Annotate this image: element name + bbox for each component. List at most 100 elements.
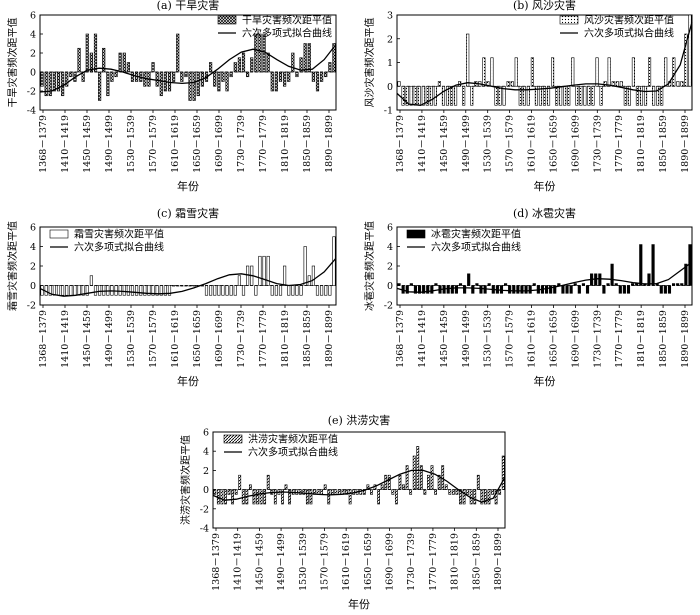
bar	[93, 285, 98, 296]
bar	[266, 255, 270, 286]
bar	[139, 285, 143, 296]
chart-title: (a) 干旱灾害	[157, 0, 220, 12]
legend-label: 六次多项式拟合曲线	[431, 241, 521, 254]
bar	[510, 81, 514, 87]
bar	[254, 285, 258, 296]
bar	[330, 489, 334, 495]
x-tick-label: 1570－1579	[319, 533, 330, 591]
x-tick-label: 1890－1899	[324, 115, 335, 173]
x-tick-label: 1850－1859	[302, 115, 313, 173]
y-tick-label: 4	[30, 30, 36, 41]
bar	[77, 47, 81, 73]
bar	[514, 57, 518, 87]
bar	[73, 285, 77, 296]
y-axis-label: 洪涝灾害频次距平值	[179, 435, 192, 525]
x-tick-label: 1810－1819	[280, 310, 291, 368]
bar	[518, 85, 522, 106]
bar	[274, 285, 278, 296]
bar	[98, 285, 102, 296]
bar	[348, 489, 352, 505]
x-tick-label: 1770－1779	[428, 533, 439, 591]
bar	[664, 57, 668, 87]
bar	[287, 71, 291, 82]
bar	[427, 474, 430, 490]
bar	[476, 474, 480, 490]
chart-title: (b) 风沙灾害	[513, 0, 576, 12]
x-tick-label: 1650－1659	[192, 310, 203, 368]
bar	[405, 465, 409, 490]
bar	[370, 489, 373, 495]
bar	[311, 265, 315, 286]
bar	[401, 85, 405, 106]
bar	[69, 285, 73, 296]
y-tick-label: -2	[27, 87, 36, 98]
bar	[565, 285, 569, 294]
bar	[571, 57, 575, 87]
y-tick-label: 3	[387, 11, 393, 22]
chart-panel-3: (c) 霜雪灾害 -2 0 2 4 6 霜雪灾害频次距平值 1368－1379 1410－141…	[6, 206, 337, 388]
bar	[167, 71, 172, 92]
bar	[48, 71, 52, 97]
bar	[221, 285, 225, 296]
x-tick-label: 1610－1619	[170, 310, 181, 368]
bar	[159, 71, 163, 97]
x-tick-label: 1570－1579	[148, 310, 159, 368]
x-tick-label: 1610－1619	[527, 310, 538, 368]
bar	[412, 455, 416, 490]
bar	[575, 85, 579, 106]
bar	[520, 285, 524, 294]
bar	[233, 285, 237, 296]
bar	[61, 285, 65, 296]
bar	[416, 446, 420, 490]
y-tick-label: 6	[30, 11, 36, 22]
fit-curve-line	[39, 257, 337, 297]
x-tick-label: 1368－1379	[38, 115, 49, 173]
x-axis-label: 年份	[177, 374, 199, 388]
bar	[494, 85, 498, 106]
chart-title: (d) 冰雹灾害	[513, 206, 576, 220]
bar	[229, 285, 233, 296]
bar	[473, 489, 477, 505]
x-tick-label: 1890－1899	[493, 533, 504, 591]
legend-label: 冰雹灾害频次距平值	[431, 228, 521, 241]
bar	[377, 489, 380, 505]
bar	[429, 85, 433, 106]
bar	[40, 71, 44, 87]
bar	[602, 285, 606, 294]
bar	[534, 85, 538, 106]
y-axis-label: 风沙灾害频次距平值	[363, 18, 376, 108]
bar	[561, 285, 565, 294]
y-tick-label: 0	[387, 281, 393, 292]
bar	[209, 62, 213, 73]
x-tick-label: 1610－1619	[341, 533, 352, 591]
bar	[309, 489, 313, 505]
x-tick-label: 1730－1739	[592, 115, 603, 173]
bar	[672, 57, 676, 87]
x-tick-label: 1490－1499	[276, 533, 287, 591]
bar	[93, 33, 98, 73]
bar	[151, 285, 155, 296]
x-tick-label: 1810－1819	[280, 115, 291, 173]
bar	[676, 81, 680, 87]
y-axis-label: 冰雹灾害频次距平值	[363, 221, 376, 311]
bar	[680, 283, 684, 286]
bar	[320, 285, 324, 296]
bar	[446, 285, 450, 294]
bar	[56, 71, 61, 92]
bar	[430, 465, 434, 490]
bar	[528, 285, 532, 294]
bar	[434, 283, 438, 286]
bar	[256, 489, 259, 505]
bar	[622, 285, 626, 294]
bar	[324, 71, 328, 78]
bar	[402, 484, 405, 490]
bar	[569, 285, 573, 294]
bar	[421, 85, 425, 106]
bar	[217, 285, 221, 296]
bar	[433, 85, 437, 106]
bar	[659, 285, 663, 294]
bar	[77, 285, 81, 296]
bar	[501, 455, 505, 490]
bar	[278, 285, 283, 296]
bar	[270, 71, 274, 92]
